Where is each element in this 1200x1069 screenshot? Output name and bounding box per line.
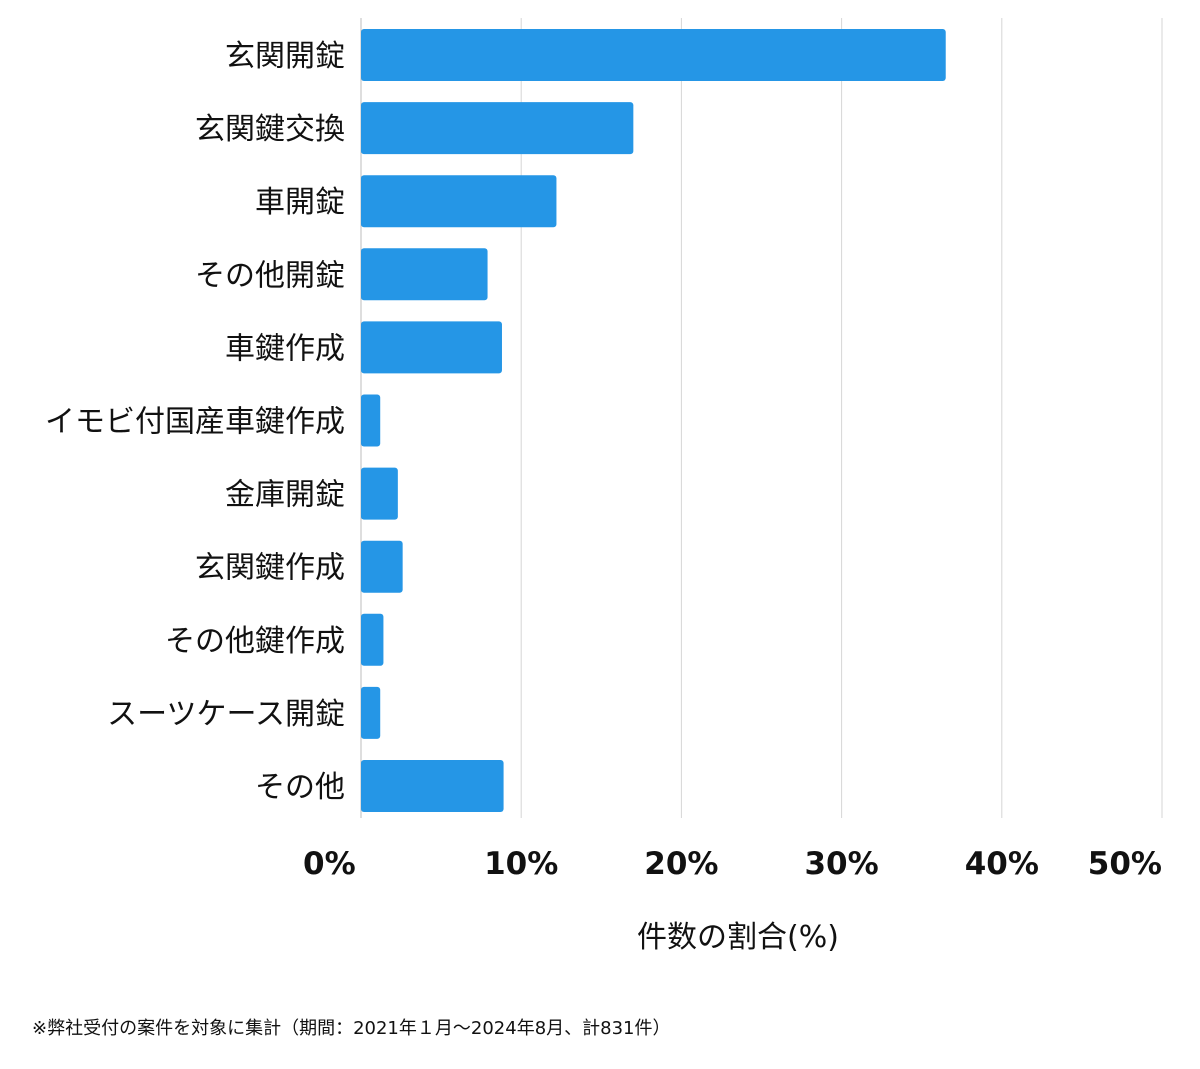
bar bbox=[361, 394, 381, 447]
category-label: 車鍵作成 bbox=[225, 331, 345, 366]
bar bbox=[361, 540, 403, 593]
category-label: イモビ付国産車鍵作成 bbox=[45, 405, 345, 440]
category-label: 玄関鍵作成 bbox=[195, 551, 345, 586]
footnote: ※弊社受付の案件を対象に集計（期間：2021年１月〜2024年8月、計831件） bbox=[32, 1018, 671, 1039]
category-label: 玄関開錠 bbox=[225, 39, 345, 74]
category-labels: 玄関開錠玄関鍵交換車開錠その他開錠車鍵作成イモビ付国産車鍵作成金庫開錠玄関鍵作成… bbox=[45, 39, 345, 805]
category-label: スーツケース開錠 bbox=[107, 697, 345, 732]
category-label: 金庫開錠 bbox=[225, 478, 345, 513]
x-tick-label: 20% bbox=[644, 846, 718, 882]
category-label: その他開錠 bbox=[195, 258, 345, 293]
bar bbox=[361, 29, 946, 81]
category-label: その他鍵作成 bbox=[165, 624, 345, 659]
bar bbox=[361, 175, 557, 228]
bar bbox=[361, 760, 504, 812]
x-tick-label: 30% bbox=[804, 846, 878, 882]
x-axis-title: 件数の割合(%) bbox=[637, 920, 839, 955]
x-tick-labels: 0% 10% 20% 30% 40% 50% bbox=[303, 846, 1162, 882]
category-label: 車開錠 bbox=[255, 185, 345, 220]
x-tick-label: 0% bbox=[303, 846, 356, 882]
category-label: 玄関鍵交換 bbox=[195, 112, 345, 147]
category-label: その他 bbox=[255, 770, 345, 805]
bar-chart: 玄関開錠玄関鍵交換車開錠その他開錠車鍵作成イモビ付国産車鍵作成金庫開錠玄関鍵作成… bbox=[45, 18, 1163, 955]
bar bbox=[361, 321, 502, 374]
bar bbox=[361, 248, 488, 301]
x-tick-label: 40% bbox=[965, 846, 1039, 882]
x-tick-label: 10% bbox=[484, 846, 558, 882]
bar bbox=[361, 467, 398, 520]
bars bbox=[361, 29, 946, 812]
bar bbox=[361, 686, 381, 739]
x-tick-label: 50% bbox=[1088, 846, 1162, 882]
bar bbox=[361, 102, 634, 155]
bar bbox=[361, 613, 384, 666]
